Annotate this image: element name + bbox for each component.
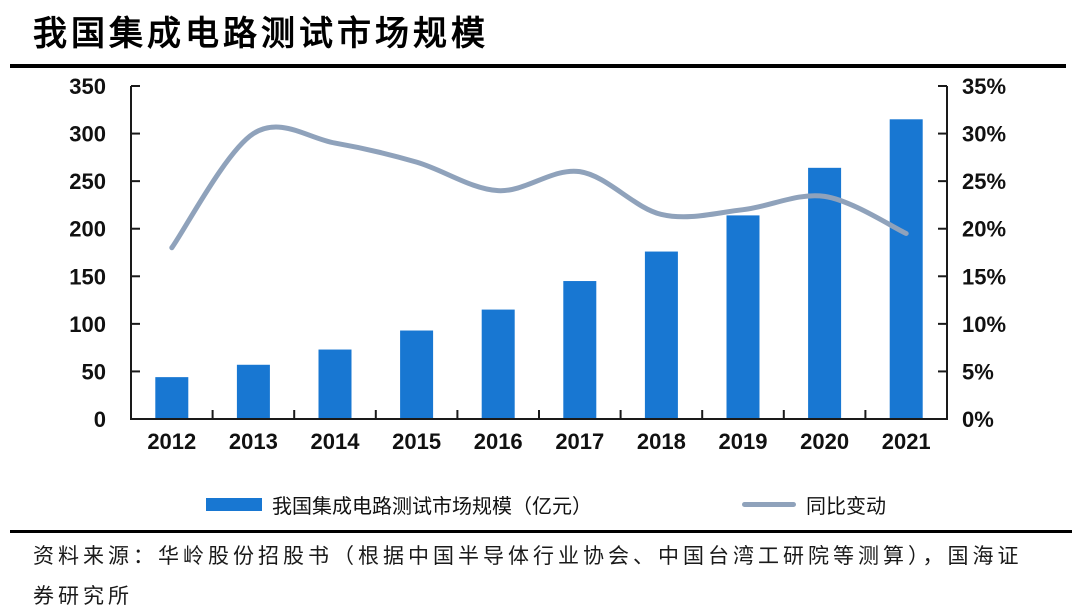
bar-2014 [318, 349, 352, 419]
right-axis-tick-label: 0% [962, 407, 994, 432]
yoy-line [169, 124, 909, 251]
left-axis-tick-label: 0 [94, 407, 106, 432]
left-axis-tick-label: 250 [69, 169, 106, 194]
line-series-swatch [742, 501, 796, 507]
chart-legend: 我国集成电路测试市场规模（亿元） 同比变动 [0, 490, 1080, 520]
x-axis-category-label: 2018 [637, 429, 686, 454]
right-axis-tick-label: 30% [962, 122, 1006, 147]
left-axis-tick-label: 100 [69, 312, 106, 337]
legend-label-market-size: 我国集成电路测试市场规模（亿元） [272, 495, 592, 518]
legend-item-market-size: 我国集成电路测试市场规模（亿元） [206, 490, 592, 518]
source-text-line1: 资料来源：华岭股份招股书（根据中国半导体行业协会、中国台湾工研院等测算），国海证 [33, 544, 1023, 568]
left-axis-tick-label: 350 [69, 74, 106, 99]
x-axis-category-label: 2014 [311, 429, 361, 454]
x-axis-category-label: 2015 [392, 429, 441, 454]
x-axis-category-label: 2012 [147, 429, 196, 454]
legend-item-yoy: 同比变动 [742, 490, 886, 518]
left-axis-tick-label: 300 [69, 122, 106, 147]
x-axis-category-label: 2021 [882, 429, 931, 454]
footer-divider [10, 530, 1072, 533]
source-text-line2: 券研究所 [33, 584, 133, 608]
bar-2021 [889, 119, 923, 420]
bar-series-swatch [206, 497, 262, 511]
bar-2012 [155, 377, 189, 419]
legend-label-yoy: 同比变动 [806, 495, 886, 518]
right-axis-tick-label: 15% [962, 264, 1006, 289]
right-axis-tick-label: 35% [962, 74, 1006, 99]
right-axis-tick-label: 5% [962, 359, 994, 384]
right-axis-tick-label: 10% [962, 312, 1006, 337]
bar-2019 [726, 215, 760, 419]
left-axis-tick-label: 200 [69, 217, 106, 242]
bar-2020 [808, 167, 842, 419]
page-title: 我国集成电路测试市场规模 [33, 15, 489, 53]
right-axis-tick-label: 25% [962, 169, 1006, 194]
left-axis-tick-label: 150 [69, 264, 106, 289]
title-divider [10, 64, 1066, 68]
left-axis-tick-label: 50 [82, 359, 106, 384]
bar-2018 [644, 251, 678, 419]
bar-2016 [481, 309, 515, 419]
x-axis-category-label: 2017 [555, 429, 604, 454]
x-axis-category-label: 2019 [719, 429, 768, 454]
x-axis-category-label: 2016 [474, 429, 523, 454]
x-axis-category-label: 2013 [229, 429, 278, 454]
bar-2013 [236, 364, 270, 419]
x-axis-category-label: 2020 [800, 429, 849, 454]
bar-2015 [400, 330, 434, 419]
right-axis-tick-label: 20% [962, 217, 1006, 242]
bar-2017 [563, 281, 597, 419]
